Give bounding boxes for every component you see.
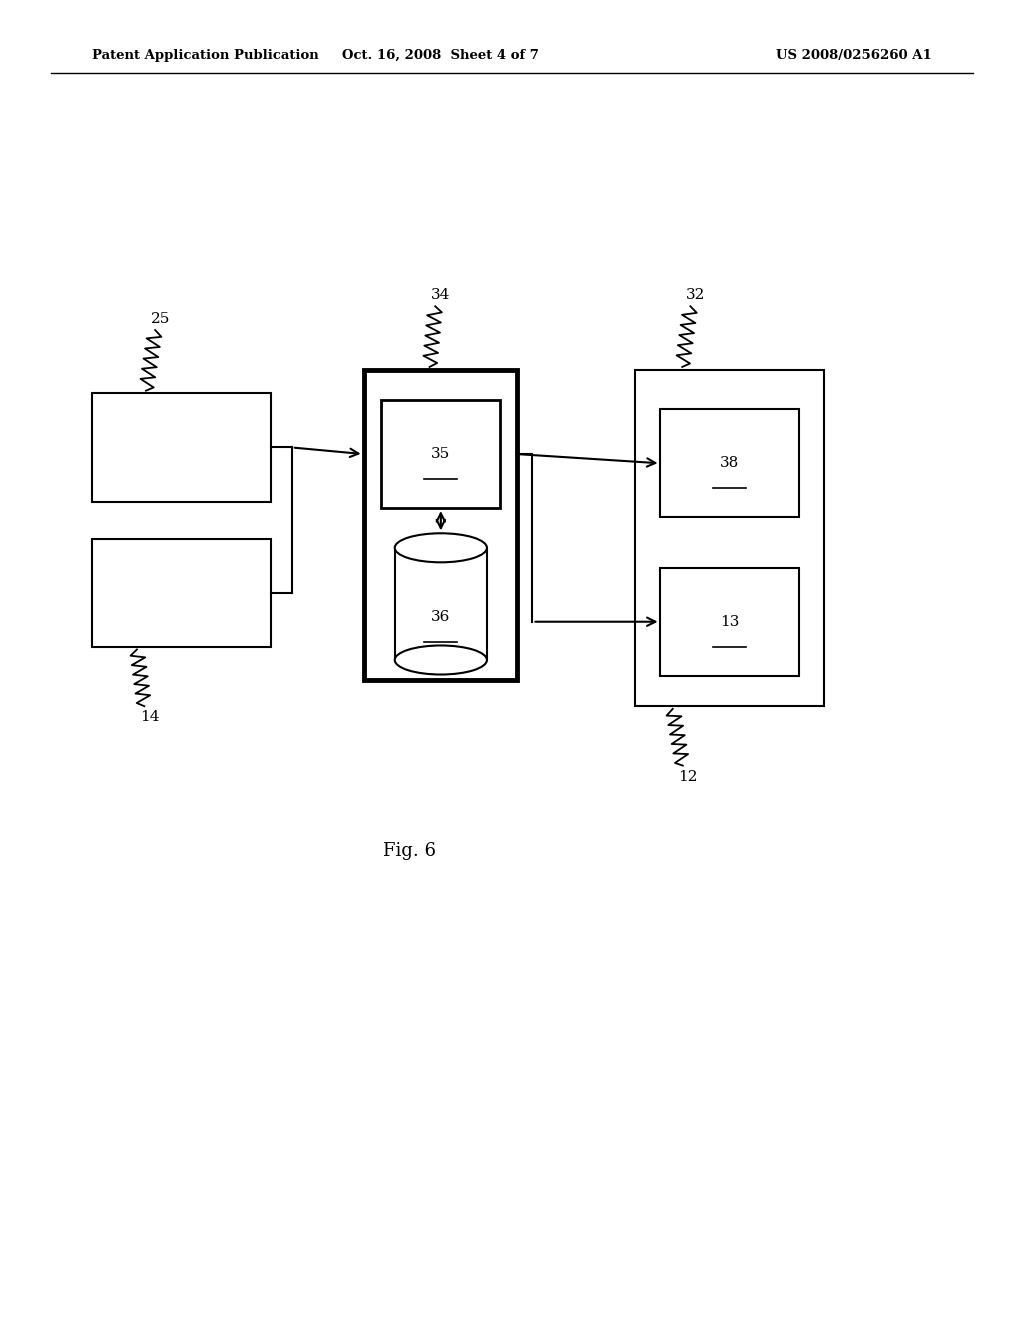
Text: 38: 38 <box>720 457 739 470</box>
FancyBboxPatch shape <box>92 393 271 502</box>
FancyBboxPatch shape <box>635 370 824 706</box>
Ellipse shape <box>394 533 487 562</box>
FancyBboxPatch shape <box>381 400 500 508</box>
FancyBboxPatch shape <box>92 539 271 647</box>
Text: 14: 14 <box>139 710 160 725</box>
Text: Oct. 16, 2008  Sheet 4 of 7: Oct. 16, 2008 Sheet 4 of 7 <box>342 49 539 62</box>
FancyBboxPatch shape <box>660 409 799 517</box>
FancyBboxPatch shape <box>364 370 517 680</box>
Text: 36: 36 <box>431 610 451 624</box>
Text: Fig. 6: Fig. 6 <box>383 842 436 861</box>
Text: 32: 32 <box>686 288 706 302</box>
Text: 13: 13 <box>720 615 739 628</box>
Text: 25: 25 <box>151 312 170 326</box>
Text: Patent Application Publication: Patent Application Publication <box>92 49 318 62</box>
Ellipse shape <box>394 645 487 675</box>
Text: 12: 12 <box>678 770 697 784</box>
FancyBboxPatch shape <box>395 548 487 660</box>
FancyBboxPatch shape <box>660 568 799 676</box>
Text: 35: 35 <box>431 447 450 461</box>
Text: US 2008/0256260 A1: US 2008/0256260 A1 <box>776 49 932 62</box>
Text: 34: 34 <box>431 288 450 302</box>
